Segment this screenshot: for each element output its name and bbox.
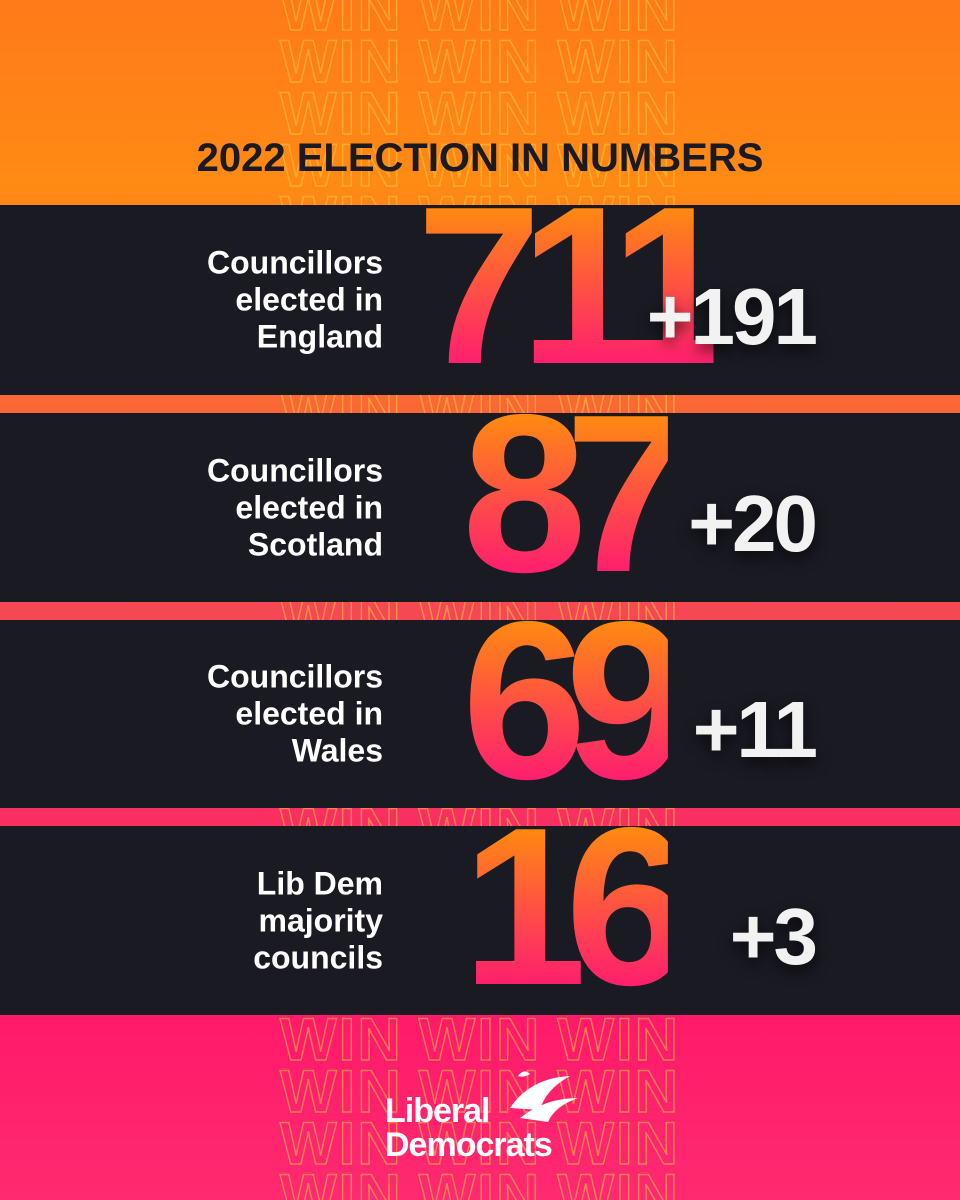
win-word: WIN bbox=[557, 132, 680, 199]
label-line: Lib Dem bbox=[256, 865, 383, 901]
stat-value: 87 bbox=[461, 367, 690, 619]
win-word: WIN bbox=[418, 80, 542, 147]
logo-text: Democrats bbox=[385, 1126, 553, 1164]
stat-band: Councillors elected in England 711 +191 bbox=[0, 173, 960, 398]
label-line: majority bbox=[258, 902, 383, 938]
win-word: WIN bbox=[279, 132, 403, 199]
stat-value: 711 bbox=[416, 159, 736, 411]
label-line: councils bbox=[253, 939, 383, 975]
label-line: Councillors bbox=[206, 658, 383, 695]
win-word: WIN bbox=[557, 1162, 680, 1200]
win-word: WIN bbox=[418, 1110, 542, 1177]
title: 2022 ELECTION IN NUMBERS bbox=[196, 136, 764, 180]
win-word: WIN bbox=[557, 0, 680, 43]
win-row: WIN WIN WIN bbox=[0, 0, 960, 40]
stat-label: Councillors elected in Wales bbox=[207, 659, 383, 770]
label-line: elected in bbox=[235, 281, 383, 318]
win-word: WIN bbox=[279, 28, 403, 95]
win-word: WIN bbox=[418, 1006, 542, 1073]
win-word: WIN bbox=[557, 1006, 680, 1073]
win-word: WIN bbox=[557, 80, 680, 147]
label-line: Wales bbox=[291, 732, 383, 769]
win-word: WIN bbox=[418, 132, 542, 199]
win-word: WIN bbox=[557, 1110, 680, 1177]
win-word: WIN bbox=[279, 1110, 403, 1177]
win-word: WIN bbox=[418, 0, 542, 43]
win-word: WIN bbox=[557, 28, 680, 95]
stat-label: Councillors elected in Scotland bbox=[207, 452, 383, 563]
win-word: WIN bbox=[279, 1162, 403, 1200]
win-word: WIN bbox=[279, 1006, 403, 1073]
stat-change: +11 bbox=[692, 685, 818, 774]
label-line: elected in bbox=[235, 695, 383, 732]
win-word: WIN bbox=[557, 1058, 680, 1125]
stat-band: Councillors elected in Wales 69 +11 bbox=[0, 588, 960, 813]
win-word: WIN bbox=[279, 1058, 403, 1125]
label-line: elected in bbox=[235, 489, 383, 525]
label-line: Scotland bbox=[247, 526, 383, 562]
win-row: WIN WIN WIN bbox=[0, 1165, 960, 1200]
label-line: Councillors bbox=[206, 244, 383, 281]
stat-label: Councillors elected in England bbox=[207, 245, 383, 356]
label-line: Councillors bbox=[206, 452, 383, 488]
stat-change: +191 bbox=[646, 272, 818, 361]
logo-bird bbox=[510, 1071, 578, 1122]
win-word: WIN bbox=[279, 0, 403, 43]
stat-value: 69 bbox=[461, 574, 690, 826]
label-line: England bbox=[256, 318, 383, 355]
stat-value: 16 bbox=[461, 780, 690, 1032]
win-word: WIN bbox=[279, 80, 403, 147]
stat-change: +3 bbox=[729, 892, 818, 981]
logo-text: Liberal bbox=[385, 1092, 490, 1130]
win-word: WIN bbox=[418, 1058, 542, 1125]
win-word: WIN bbox=[418, 1162, 542, 1200]
stat-change: +20 bbox=[688, 479, 818, 568]
stat-band: Lib Dem majority councils 16 +3 bbox=[0, 794, 960, 1019]
stat-band: Councillors elected in Scotland 87 +20 bbox=[0, 381, 960, 606]
win-word: WIN bbox=[418, 28, 542, 95]
stat-label: Lib Dem majority councils bbox=[253, 865, 383, 976]
